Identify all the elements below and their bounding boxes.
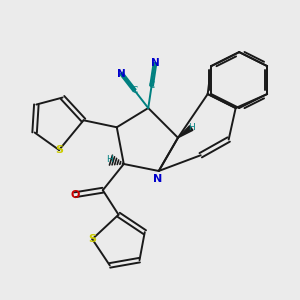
Text: C: C: [131, 85, 137, 94]
Text: N: N: [153, 174, 162, 184]
Text: S: S: [55, 145, 63, 155]
Text: N: N: [151, 58, 159, 68]
Text: H: H: [188, 124, 195, 133]
Text: N: N: [117, 68, 126, 79]
Text: S: S: [88, 234, 96, 244]
Text: H: H: [106, 155, 113, 164]
Polygon shape: [178, 126, 193, 138]
Text: O: O: [70, 190, 80, 200]
Text: C: C: [148, 81, 155, 90]
